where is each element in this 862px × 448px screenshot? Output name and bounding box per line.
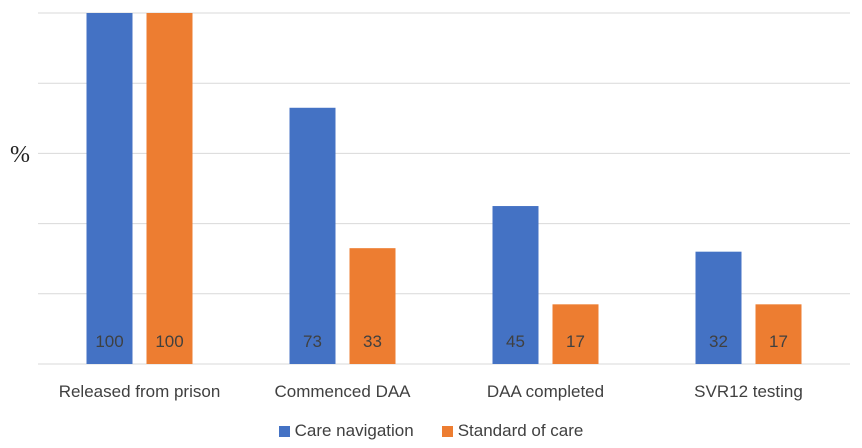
legend-item-care-navigation: Care navigation: [278, 421, 414, 441]
x-tick-label-daa-completed: DAA completed: [487, 382, 604, 401]
bar-standard-of-care-released-from-prison: [146, 13, 193, 364]
bars-group: [86, 13, 802, 365]
bar-care-navigation-svr12-testing: [695, 251, 742, 364]
legend-swatch-standard-of-care: [441, 425, 453, 437]
x-tick-labels-group: Released from prison Commenced DAA DAA com…: [59, 382, 803, 401]
legend-label-care-navigation: Care navigation: [294, 421, 414, 440]
legend-item-standard-of-care: Standard of care: [441, 421, 584, 441]
legend-label-standard-of-care: Standard of care: [457, 421, 584, 440]
value-label-care-navigation-released-from-prison: 100: [95, 332, 123, 351]
value-label-care-navigation-daa-completed: 45: [506, 332, 525, 351]
bar-care-navigation-daa-completed: [492, 206, 539, 364]
value-label-care-navigation-commenced-daa: 73: [303, 332, 322, 351]
legend: Care navigation Standard of care: [0, 421, 862, 441]
bar-standard-of-care-daa-completed: [552, 304, 599, 364]
x-tick-label-commenced-daa: Commenced DAA: [274, 382, 411, 401]
value-label-care-navigation-svr12-testing: 32: [709, 332, 728, 351]
value-labels-group: 100 100 73 33 45 17 32 17: [95, 332, 788, 351]
x-tick-label-released-from-prison: Released from prison: [59, 382, 221, 401]
bar-standard-of-care-svr12-testing: [755, 304, 802, 364]
y-axis-label: %: [10, 142, 30, 168]
value-label-standard-of-care-commenced-daa: 33: [363, 332, 382, 351]
value-label-standard-of-care-daa-completed: 17: [566, 332, 585, 351]
bar-care-navigation-commenced-daa: [289, 107, 336, 365]
legend-swatch-care-navigation: [278, 425, 290, 437]
value-label-standard-of-care-released-from-prison: 100: [155, 332, 183, 351]
value-label-standard-of-care-svr12-testing: 17: [769, 332, 788, 351]
bar-standard-of-care-commenced-daa: [349, 248, 396, 364]
x-tick-label-svr12-testing: SVR12 testing: [694, 382, 803, 401]
bar-care-navigation-released-from-prison: [86, 13, 133, 364]
